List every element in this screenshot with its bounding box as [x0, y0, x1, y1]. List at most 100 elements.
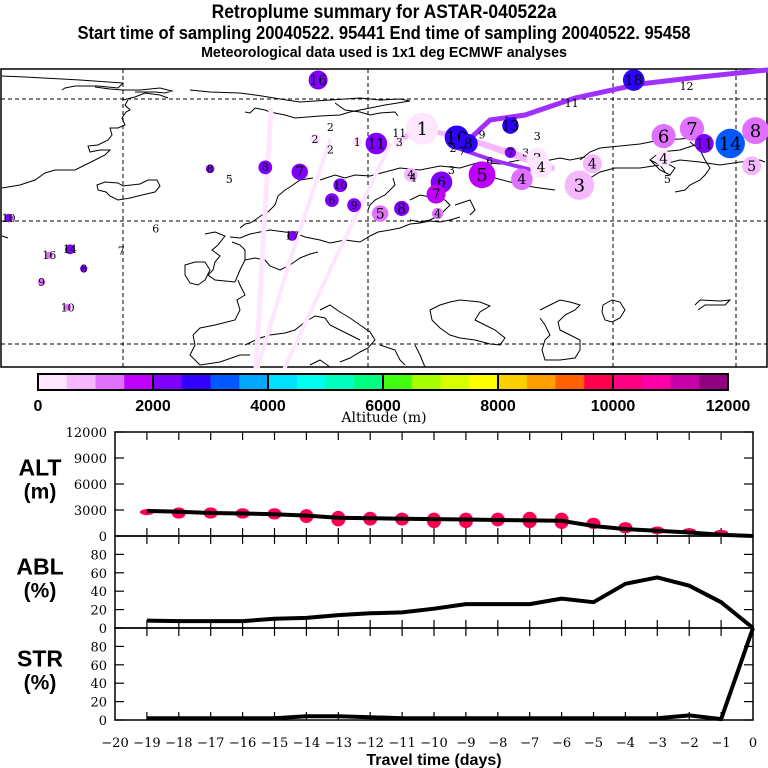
cluster-circle: [309, 133, 321, 145]
x-tick-label: −4: [616, 736, 635, 751]
cluster-circle: [504, 146, 516, 159]
cluster-marker: 1: [352, 136, 363, 149]
cluster-day-label: 8: [397, 201, 406, 217]
cluster-marker: 7: [426, 184, 446, 204]
cluster-circle: [64, 244, 75, 255]
cluster-circle: [291, 163, 308, 181]
cluster-circle: [651, 123, 676, 149]
colorbar-segment: [354, 374, 384, 390]
cluster-marker: 4: [511, 168, 533, 191]
x-tick-label: −8: [488, 736, 507, 751]
cluster-marker: 14: [63, 243, 77, 256]
cluster-marker: 6: [325, 193, 339, 208]
cluster-marker: 5: [468, 161, 496, 189]
cluster-day-label: 8: [464, 136, 473, 152]
y-tick-label: 60: [90, 659, 107, 674]
cluster-day-label: 5: [747, 159, 756, 175]
cluster-circle: [371, 205, 389, 222]
cluster-marker: 4: [432, 207, 444, 220]
cluster-day-label: 18: [625, 73, 643, 89]
cluster-day-label: 4: [517, 172, 526, 188]
cluster-circle: [325, 193, 339, 208]
colorbar-segment: [38, 374, 68, 390]
x-tick-label: −15: [261, 736, 288, 751]
cluster-circle: [347, 198, 362, 213]
colorbar-segment: [181, 374, 211, 390]
cluster-circle: [394, 200, 410, 217]
cluster-day-label: 8: [80, 263, 87, 276]
cluster-circle: [45, 251, 53, 259]
colorbar-segment: [469, 374, 499, 390]
cluster-day-label: 17: [285, 230, 299, 243]
y-tick-label: 0: [99, 714, 107, 729]
cluster-day-label: 16: [42, 249, 56, 262]
colorbar-axis-label: Altitude (m): [340, 410, 426, 426]
altitude-colorbar: 0 2000 4000 6000 8000 10000 12000 Altitude (m): [34, 373, 751, 426]
plume-track: [457, 67, 768, 151]
colorbar-segment: [296, 374, 326, 390]
colorbar-segment: [613, 374, 643, 390]
cluster-marker: 6: [651, 123, 676, 149]
cluster-marker: 7: [679, 116, 705, 141]
cluster-marker: 5: [664, 173, 671, 186]
cluster-day-label: 7: [459, 145, 466, 158]
y-tick-label: 9000: [74, 452, 107, 467]
cluster-day-label: 2: [327, 121, 334, 134]
cluster-marker: 5: [226, 173, 233, 186]
y-tick-label: 80: [90, 640, 107, 655]
cluster-marker: 9: [37, 276, 46, 289]
cluster-day-label: 11: [367, 136, 385, 152]
cluster-day-label: 7: [686, 119, 697, 140]
alt-panel: ALT(m) 0 3000 6000 9000 12000: [18, 426, 754, 545]
cluster-marker: 5: [371, 205, 389, 222]
cluster-marker: 3: [393, 136, 405, 149]
cluster-circle: [742, 117, 768, 145]
colorbar-tick-label: 4000: [250, 398, 286, 415]
cluster-day-label: 10: [2, 212, 16, 225]
cluster-day-label: 3: [522, 146, 529, 159]
cluster-marker: 10: [2, 212, 16, 225]
cluster-marker: 13: [501, 117, 519, 135]
colorbar-tick-label: 8000: [480, 398, 516, 415]
panel-frame: [114, 627, 754, 721]
cluster-marker: 11: [365, 132, 388, 155]
cluster-day-label: 4: [588, 157, 597, 173]
cluster-day-label: 14: [719, 134, 742, 155]
cluster-marker: 7: [291, 163, 308, 181]
panel-ylabel: STR: [17, 646, 63, 672]
cluster-day-label: 9: [351, 199, 358, 212]
cluster-circle: [679, 116, 705, 141]
y-tick-label: 12000: [66, 426, 107, 441]
colorbar-segment: [325, 374, 355, 390]
cluster-circle: [258, 160, 273, 175]
colorbar-segment: [153, 374, 183, 390]
y-tick-label: 6000: [74, 478, 107, 493]
cluster-day-label: 5: [664, 173, 671, 186]
colorbar-segment: [526, 374, 556, 390]
x-tick-label: −17: [197, 736, 224, 751]
colorbar-tick-label: 0: [34, 398, 43, 415]
cluster-day-label: 9: [38, 276, 45, 289]
cluster-circle: [655, 150, 672, 167]
cluster-marker: 10: [61, 301, 75, 314]
cluster-day-label: 8: [207, 163, 214, 176]
x-tick-label: −12: [356, 736, 383, 751]
cluster-day-label: 14: [63, 243, 77, 256]
cluster-circle: [4, 213, 13, 223]
cluster-marker: 14: [715, 128, 745, 159]
x-tick-label: −7: [520, 736, 539, 751]
cluster-marker: 3: [522, 146, 529, 159]
cluster-circle: [502, 117, 519, 134]
cluster-day-label: 3: [448, 164, 455, 177]
plume-track: [256, 138, 332, 369]
series-line: [146, 575, 755, 630]
colorbar-tick-label: 12000: [706, 398, 751, 415]
cluster-circle: [287, 230, 298, 241]
cluster-marker: 3: [534, 130, 541, 143]
colorbar-segment: [641, 374, 671, 390]
y-tick-label: 3000: [74, 504, 107, 519]
y-tick-label: 80: [90, 548, 107, 563]
colorbar-segment: [95, 374, 125, 390]
colorbar-tick-label: 6000: [365, 398, 401, 415]
